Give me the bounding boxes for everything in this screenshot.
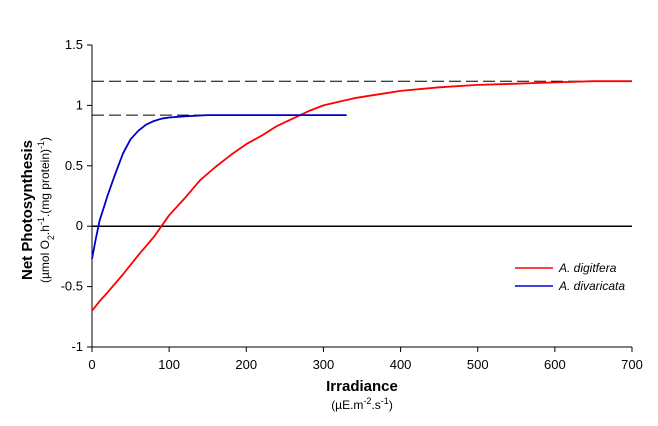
y-axis-title: Net Photosynthesis (µmol O2.h-1.(mg prot…	[19, 137, 56, 283]
y-tick-label: 0	[76, 218, 83, 233]
x-tick-label: 600	[544, 357, 566, 372]
x-tick-label: 200	[235, 357, 257, 372]
x-tick-label: 300	[313, 357, 335, 372]
legend-label-divaricata: A. divaricata	[558, 279, 625, 293]
axes	[91, 45, 632, 348]
reference-lines	[92, 80, 632, 227]
x-axis-label: Irradiance	[326, 378, 398, 395]
series-line-digitfera	[91, 80, 632, 312]
x-tick-label: 0	[88, 357, 95, 372]
legend-label-digitfera: A. digitfera	[558, 261, 617, 275]
series-line-divaricata	[91, 114, 347, 259]
ticks: -1 -0.5 0 0.5 1 1.5 0 100 200 300 400 500 600 700	[61, 37, 643, 372]
series-lines	[91, 80, 632, 312]
y-tick-label: 1.5	[65, 37, 83, 52]
x-tick-label: 500	[467, 357, 489, 372]
y-tick-label: -1	[71, 339, 83, 354]
x-tick-label: 100	[158, 357, 180, 372]
legend: A. digitfera A. divaricata	[515, 261, 625, 293]
y-axis-units: (µmol O2.h-1.(mg protein)-1)	[36, 137, 56, 283]
y-tick-label: 0.5	[65, 158, 83, 173]
x-tick-label: 700	[621, 357, 643, 372]
y-axis-label: Net Photosynthesis	[19, 140, 36, 280]
x-axis-units: (µE.m-2.s-1)	[331, 396, 393, 412]
x-tick-label: 400	[390, 357, 412, 372]
y-tick-label: 1	[76, 97, 83, 112]
y-tick-label: -0.5	[61, 279, 83, 294]
